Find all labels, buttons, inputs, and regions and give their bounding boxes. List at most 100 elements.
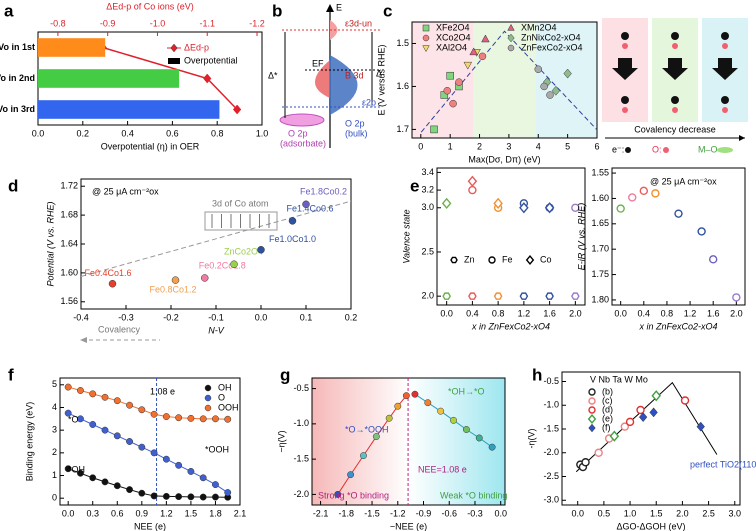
diagram-text: EF xyxy=(312,58,324,68)
diagram-text: O 2p xyxy=(345,118,365,128)
x-tick-label: 1.0 xyxy=(624,508,637,518)
marker xyxy=(347,471,355,479)
point-label: ZnCo2O4 xyxy=(224,247,263,257)
marker xyxy=(187,493,195,501)
point-label: Fe1.4Co0.6 xyxy=(287,203,334,213)
y-tick-label: 1.55 xyxy=(591,167,609,177)
legend-symbol xyxy=(663,147,669,153)
legend-label: (e) xyxy=(602,413,613,423)
band xyxy=(279,113,325,127)
marker xyxy=(64,409,72,417)
marker xyxy=(232,104,242,115)
y-tick-label: -1.0 xyxy=(293,418,309,428)
x-tick-label: 2.0 xyxy=(730,308,743,318)
marker xyxy=(478,52,487,61)
point-label: Fe1.8Co0.2 xyxy=(300,187,347,197)
diagram-text: O 2p xyxy=(288,128,308,138)
legend-label: Zn xyxy=(464,254,475,264)
x-tick-label: -0.6 xyxy=(441,508,457,518)
marker xyxy=(187,414,195,422)
diagram-text: Δ xyxy=(376,68,382,78)
y-axis-label: Valence state xyxy=(401,209,411,263)
marker xyxy=(481,34,490,43)
marker xyxy=(422,45,430,53)
marker xyxy=(493,292,503,300)
marker xyxy=(571,292,580,300)
marker xyxy=(199,474,207,482)
marker xyxy=(138,406,146,414)
bar xyxy=(38,38,106,57)
marker xyxy=(475,434,483,442)
x2-axis-label: ΔEd-p of Co ions (eV) xyxy=(106,1,194,11)
marker xyxy=(77,387,84,394)
annotation: @ 25 μA cm⁻²ox xyxy=(650,176,717,186)
marker xyxy=(732,293,741,302)
y-tick-label: 3.4 xyxy=(421,167,434,177)
legend-label: ΔEd-p xyxy=(184,42,209,52)
marker xyxy=(224,415,232,423)
marker xyxy=(302,200,310,209)
legend-label: ZnFexCo2-xO4 xyxy=(521,42,583,52)
y-axis-label: E-iR (V vs. RHE) xyxy=(576,203,586,271)
legend-label: ZnNixCo2-xO4 xyxy=(521,32,581,42)
annotation: *OH→*O xyxy=(448,386,485,396)
y-tick-label: -0.5 xyxy=(543,376,559,386)
marker xyxy=(64,465,72,473)
x-tick-label: -0.3 xyxy=(467,508,483,518)
panel-label: b xyxy=(272,1,282,20)
marker xyxy=(468,185,477,195)
marker xyxy=(385,414,393,422)
x-tick-label: 6 xyxy=(594,141,599,151)
legend-label: OOH xyxy=(218,402,239,412)
y-tick-label: 3 xyxy=(52,425,57,435)
y-tick-label: 1.7 xyxy=(396,124,409,134)
x-tick-label: 0.0 xyxy=(255,312,268,322)
x2-tick-label: -0.9 xyxy=(100,18,116,28)
marker xyxy=(101,426,109,434)
marker xyxy=(199,493,207,501)
plot-frame xyxy=(411,21,598,139)
panel-label: g xyxy=(280,365,290,384)
x-tick-label: 1.5 xyxy=(650,508,663,518)
diagram-b: b E ε3d-un EF B 3d Δ Δ* ε2p O 2p (bulk) … xyxy=(268,1,382,148)
atom xyxy=(722,107,728,113)
decoration xyxy=(80,200,352,277)
x-tick-label: 0.0 xyxy=(614,308,627,318)
marker xyxy=(126,438,133,445)
x-tick-label: 1.5 xyxy=(185,508,198,518)
marker xyxy=(372,433,380,441)
marker xyxy=(175,493,183,501)
x-tick-label: 3 xyxy=(506,141,511,151)
atom xyxy=(621,96,629,104)
marker xyxy=(455,78,463,86)
band xyxy=(330,20,338,40)
x-axis-label: x in ZnFexCo2-xO4 xyxy=(638,321,717,331)
diagram-text: (adsorbate) xyxy=(280,138,326,148)
y-tick-label: -2.0 xyxy=(543,447,559,457)
marker xyxy=(360,452,367,460)
legend-label: Co xyxy=(540,254,552,264)
marker xyxy=(462,426,470,433)
marker xyxy=(628,193,637,202)
x-tick-label: 0.4 xyxy=(466,308,479,318)
arrow xyxy=(612,58,738,80)
marker xyxy=(469,47,478,56)
marker xyxy=(162,492,170,500)
schematic-c: Covalency decrease e⁻: O: M–O xyxy=(602,18,748,154)
y-category-label: Vo in 3rd xyxy=(0,104,35,114)
x-tick-label: 0.6 xyxy=(166,128,179,138)
marker xyxy=(696,421,705,432)
marker xyxy=(519,202,529,214)
plot-frame xyxy=(611,167,746,306)
y-tick-label: 1.5 xyxy=(396,38,409,48)
bar xyxy=(38,100,220,119)
marker xyxy=(204,404,212,412)
annotation: *OOH xyxy=(205,444,229,454)
y-tick-label: -0.5 xyxy=(293,383,309,393)
marker xyxy=(89,474,97,482)
x-tick-label: 1 xyxy=(448,141,453,151)
x-axis-label: NEE (e) xyxy=(134,521,166,531)
marker xyxy=(609,430,620,442)
x-tick-label: -1.8 xyxy=(339,508,355,518)
